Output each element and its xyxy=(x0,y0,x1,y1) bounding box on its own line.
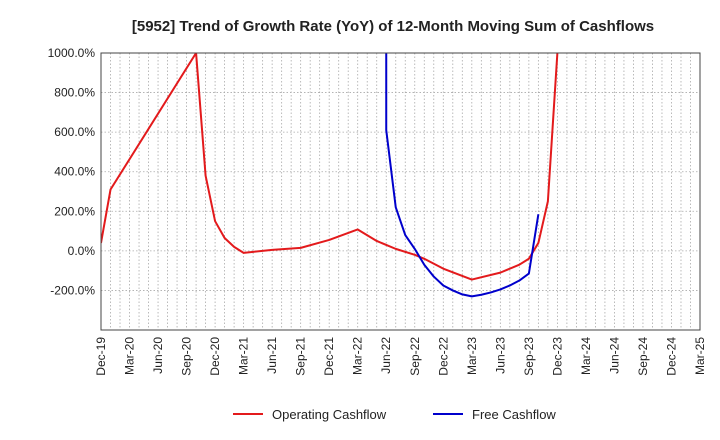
series-line-operating-cashflow xyxy=(101,53,559,281)
x-tick-label: Mar-23 xyxy=(465,337,479,375)
x-tick-label: Dec-23 xyxy=(550,337,564,376)
series-layer xyxy=(101,53,559,298)
x-tick-label: Mar-25 xyxy=(693,337,707,375)
x-tick-label: Sep-24 xyxy=(636,337,650,376)
grid xyxy=(100,52,701,330)
x-tick-label: Jun-22 xyxy=(379,337,393,374)
legend: Operating Cashflow Free Cashflow xyxy=(233,407,556,422)
x-tick-label: Dec-24 xyxy=(664,337,678,376)
x-tick-label: Jun-23 xyxy=(493,337,507,374)
x-tick-label: Dec-21 xyxy=(322,337,336,376)
x-tick-label: Sep-23 xyxy=(522,337,536,376)
x-tick-label: Mar-20 xyxy=(123,337,137,375)
y-tick-label: 200.0% xyxy=(54,204,95,218)
x-tick-label: Sep-21 xyxy=(294,337,308,376)
legend-label: Free Cashflow xyxy=(472,407,556,422)
x-tick-label: Sep-20 xyxy=(180,337,194,376)
x-tick-label: Jun-24 xyxy=(607,337,621,374)
y-tick-label: -200.0% xyxy=(50,283,95,297)
y-axis: 1000.0% 800.0% 600.0% 400.0% 200.0% 0.0% -200.… xyxy=(48,46,96,297)
plot-border xyxy=(100,52,701,331)
chart-title: [5952] Trend of Growth Rate (YoY) of 12-… xyxy=(132,18,654,35)
y-tick-label: 800.0% xyxy=(54,86,95,100)
x-axis: Dec-19 Mar-20 Jun-20 Sep-20 Dec-20 Mar-21 Jun-… xyxy=(94,337,707,376)
plot-frame xyxy=(100,52,701,331)
legend-label: Operating Cashflow xyxy=(272,407,387,422)
y-tick-label: 400.0% xyxy=(54,165,95,179)
x-tick-label: Dec-19 xyxy=(94,337,108,376)
x-tick-label: Dec-22 xyxy=(436,337,450,376)
x-tick-label: Mar-21 xyxy=(237,337,251,375)
x-tick-label: Mar-22 xyxy=(351,337,365,375)
x-tick-label: Sep-22 xyxy=(408,337,422,376)
x-tick-label: Jun-21 xyxy=(265,337,279,374)
x-tick-label: Dec-20 xyxy=(208,337,222,376)
series-line-free-cashflow xyxy=(385,53,540,298)
y-tick-label: 1000.0% xyxy=(48,46,96,60)
y-tick-label: 0.0% xyxy=(68,244,96,258)
y-tick-label: 600.0% xyxy=(54,125,95,139)
x-tick-label: Jun-20 xyxy=(151,337,165,374)
x-tick-label: Mar-24 xyxy=(579,337,593,375)
